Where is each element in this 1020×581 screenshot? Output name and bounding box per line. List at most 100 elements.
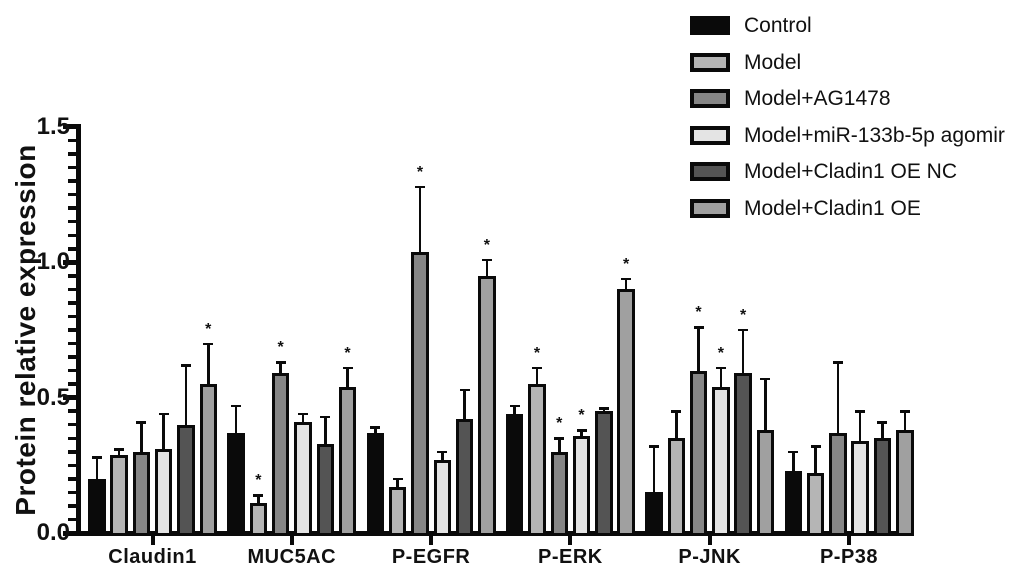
error-bar xyxy=(162,413,165,455)
legend-swatch xyxy=(690,125,730,145)
y-minor-tick xyxy=(68,206,76,210)
error-bar-cap xyxy=(392,477,403,481)
y-minor-tick xyxy=(68,490,76,495)
y-minor-tick xyxy=(68,274,76,278)
y-minor-tick xyxy=(68,314,76,319)
error-bar xyxy=(814,446,817,479)
y-minor-tick xyxy=(68,233,76,237)
error-bar xyxy=(374,427,377,438)
error-bar-cap xyxy=(738,328,749,332)
error-bar xyxy=(234,405,238,438)
legend-label: Model+Cladin1 OE NC xyxy=(744,160,958,183)
bar xyxy=(550,451,568,536)
significance-star: * xyxy=(533,344,541,362)
error-bar-cap xyxy=(297,412,308,416)
significance-star: * xyxy=(255,472,262,490)
y-minor-tick xyxy=(68,368,76,373)
error-bar xyxy=(675,411,678,444)
bar xyxy=(734,373,752,536)
significance-star: * xyxy=(740,306,747,324)
bar xyxy=(667,438,685,536)
legend-swatch xyxy=(690,162,730,181)
legend-label: Model+miR-133b-5p agomir xyxy=(744,123,1005,147)
error-bar-cap xyxy=(598,407,609,410)
error-bar xyxy=(279,362,282,379)
error-bar-cap xyxy=(203,342,214,346)
bar xyxy=(271,373,290,536)
error-bar xyxy=(418,186,422,257)
y-minor-tick xyxy=(68,477,76,481)
error-bar-cap xyxy=(832,361,843,364)
bar xyxy=(338,386,357,536)
x-tick-label: P-P38 xyxy=(819,546,879,568)
x-tick-label: P-JNK xyxy=(678,546,741,568)
bar xyxy=(851,440,869,536)
bar xyxy=(433,459,451,536)
y-axis-title: Protein relative expression xyxy=(10,144,41,516)
y-tick-label: 1.5 xyxy=(36,112,70,140)
error-bar-cap xyxy=(693,326,704,329)
y-minor-tick xyxy=(68,328,76,332)
error-bar xyxy=(485,259,489,281)
x-tick-label: MUC5AC xyxy=(247,546,337,568)
x-tick-label: P-ERK xyxy=(538,546,603,568)
error-bar-cap xyxy=(855,410,866,413)
bar xyxy=(294,422,312,536)
x-tick-label: P-EGFR xyxy=(391,546,471,568)
y-minor-tick xyxy=(68,247,76,251)
error-bar-cap xyxy=(253,494,264,497)
error-bar xyxy=(836,362,840,438)
error-bar xyxy=(624,278,628,295)
bar xyxy=(388,486,407,536)
bar xyxy=(411,251,429,536)
legend-swatch xyxy=(690,16,730,35)
y-minor-tick xyxy=(68,192,76,197)
error-bar-cap xyxy=(91,456,102,459)
bar xyxy=(896,430,914,536)
bar xyxy=(712,386,730,536)
error-bar xyxy=(324,416,327,449)
error-bar-cap xyxy=(114,448,125,451)
y-minor-tick xyxy=(68,301,76,305)
significance-star: * xyxy=(483,236,490,254)
error-bar xyxy=(558,438,561,457)
error-bar-cap xyxy=(576,429,587,432)
bar xyxy=(227,432,245,536)
error-bar xyxy=(184,365,188,430)
error-bar-cap xyxy=(180,364,191,367)
error-bar xyxy=(140,422,143,457)
y-axis-line xyxy=(75,123,81,536)
error-bar-cap xyxy=(320,415,331,419)
error-bar-cap xyxy=(231,404,242,408)
significance-star: * xyxy=(344,344,351,362)
significance-star: * xyxy=(717,344,724,362)
error-bar-cap xyxy=(621,277,632,281)
bar xyxy=(177,424,195,536)
error-bar xyxy=(719,367,723,392)
error-bar-cap xyxy=(437,450,448,454)
bar xyxy=(366,432,385,536)
error-bar xyxy=(792,451,795,476)
x-axis-group-tick xyxy=(150,536,155,545)
y-minor-tick xyxy=(68,436,76,440)
y-major-tick xyxy=(62,530,76,536)
y-minor-tick xyxy=(68,138,76,143)
error-bar-cap xyxy=(481,258,492,262)
y-minor-tick xyxy=(68,409,76,413)
bar xyxy=(249,503,268,536)
y-minor-tick xyxy=(68,165,76,170)
bar xyxy=(199,384,217,536)
significance-star: * xyxy=(277,339,284,357)
y-tick-label: 1.0 xyxy=(36,248,70,276)
y-minor-tick xyxy=(68,179,76,183)
error-bar-cap xyxy=(509,404,520,408)
bar xyxy=(154,449,173,536)
bar xyxy=(829,432,847,536)
significance-star: * xyxy=(578,407,585,425)
error-bar-cap xyxy=(788,450,799,454)
error-bar-cap xyxy=(459,388,470,392)
error-bar-cap xyxy=(760,377,771,381)
y-minor-tick xyxy=(68,355,76,359)
y-minor-tick xyxy=(68,422,76,427)
